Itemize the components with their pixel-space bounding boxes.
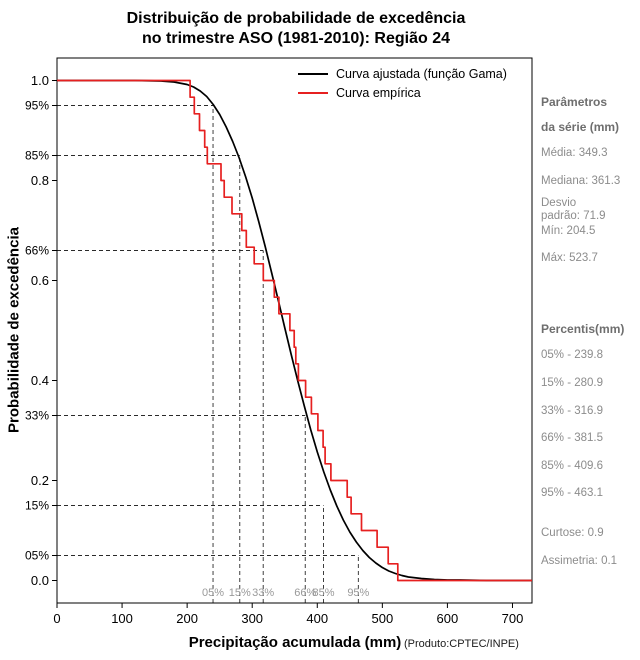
percentil-95: 95% - 463.1	[541, 487, 604, 499]
plot-border	[56, 57, 533, 604]
stat-assimetria: Assimetria: 0.1	[541, 555, 618, 567]
x-tick-label: 0	[53, 611, 60, 626]
chart-title: Distribuição de probabilidade de excedên…	[0, 9, 592, 49]
x-tick-label: 700	[502, 611, 524, 626]
x-tick-label: 300	[241, 611, 263, 626]
stat-desvio-line1: Desvio	[541, 197, 577, 209]
fitted-curve	[57, 79, 532, 582]
x-percentile-label: 33%	[252, 587, 274, 599]
y-percent-label: 66%	[25, 244, 49, 258]
chart-title-line2: no trimestre ASO (1981-2010): Região 24	[142, 30, 450, 47]
y-tick-label: 0.6	[31, 273, 49, 288]
fitted-line-swatch	[298, 72, 328, 75]
y-percent-label: 33%	[25, 409, 49, 423]
x-tick-label: 200	[176, 611, 198, 626]
y-percent-label: 95%	[25, 99, 49, 113]
x-tick-label: 400	[306, 611, 328, 626]
stats-header-line2: da série (mm)	[541, 120, 620, 134]
y-percent-label: 05%	[25, 549, 49, 563]
legend-label-empirical: Curva empírica	[336, 85, 421, 100]
stat-curtose: Curtose: 0.9	[541, 527, 604, 539]
stats-header-line1: Parâmetros	[541, 95, 608, 109]
percentil-33: 33% - 316.9	[541, 405, 604, 417]
percentil-15: 15% - 280.9	[541, 377, 604, 389]
y-tick-label: 0.0	[31, 573, 49, 588]
empirical-line-swatch	[298, 91, 328, 94]
percentil-05: 05% - 239.8	[541, 349, 604, 361]
stat-min: Mín: 204.5	[541, 225, 596, 237]
x-tick-label: 500	[371, 611, 393, 626]
percentil-66: 66% - 381.5	[541, 432, 604, 444]
legend-label-fitted: Curva ajustada (função Gama)	[336, 66, 507, 81]
stat-media: Média: 349.3	[541, 147, 608, 159]
legend-item-fitted: Curva ajustada (função Gama)	[298, 64, 507, 83]
stats-panel: Parâmetros da série (mm) Média: 349.3 Me…	[541, 0, 639, 660]
chart-title-line1: Distribuição de probabilidade de excedên…	[126, 10, 466, 27]
legend-item-empirical: Curva empírica	[298, 83, 507, 102]
stat-max: Máx: 523.7	[541, 252, 598, 264]
x-percentile-label: 85%	[313, 587, 335, 599]
x-percentile-label: 15%	[229, 587, 251, 599]
stat-mediana: Mediana: 361.3	[541, 175, 621, 187]
stat-desvio-line2: padrão: 71.9	[541, 210, 606, 222]
y-tick-label: 0.4	[31, 373, 49, 388]
y-percent-label: 15%	[25, 499, 49, 513]
chart-legend: Curva ajustada (função Gama) Curva empír…	[298, 64, 507, 102]
y-tick-label: 0.2	[31, 473, 49, 488]
percentil-85: 85% - 409.6	[541, 460, 604, 472]
y-tick-label: 0.8	[31, 173, 49, 188]
x-tick-label: 600	[437, 611, 459, 626]
x-percentile-label: 66%	[294, 587, 316, 599]
percentis-header: Percentis(mm)	[541, 322, 625, 336]
x-axis-title: Precipitação acumulada (mm)	[188, 634, 402, 651]
x-percentile-label: 05%	[202, 587, 224, 599]
y-tick-label: 1.0	[31, 73, 49, 88]
empirical-curve	[57, 79, 532, 582]
x-percentile-label: 95%	[347, 587, 369, 599]
y-axis-title: Probabilidade de excedência	[5, 227, 23, 433]
y-percent-label: 85%	[25, 149, 49, 163]
x-tick-label: 100	[111, 611, 133, 626]
product-credit: (Produto:CPTEC/INPE)	[404, 638, 519, 650]
